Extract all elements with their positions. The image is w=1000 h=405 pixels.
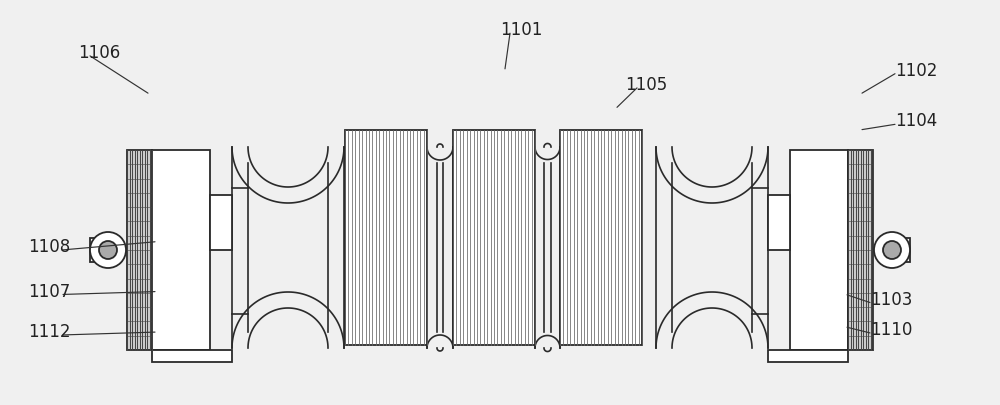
Circle shape	[90, 232, 126, 268]
Circle shape	[874, 232, 910, 268]
Bar	[210, 195, 232, 250]
Bar	[768, 350, 848, 362]
Text: 1106: 1106	[78, 44, 120, 62]
Bar	[453, 130, 535, 345]
Text: 1102: 1102	[895, 62, 937, 80]
Text: 1105: 1105	[625, 76, 667, 94]
Text: 1104: 1104	[895, 113, 937, 130]
Text: 1108: 1108	[28, 238, 70, 256]
Text: 1107: 1107	[28, 283, 70, 301]
Bar	[892, 238, 910, 262]
Bar	[152, 150, 210, 350]
Text: 1101: 1101	[500, 21, 542, 39]
Bar	[768, 195, 790, 250]
Bar	[127, 150, 152, 350]
Bar	[790, 150, 848, 350]
Bar	[560, 130, 642, 345]
Bar	[90, 238, 108, 262]
Circle shape	[883, 241, 901, 259]
Bar	[848, 150, 873, 350]
Text: 1110: 1110	[870, 321, 912, 339]
Text: 1112: 1112	[28, 323, 70, 341]
Circle shape	[99, 241, 117, 259]
Bar	[345, 130, 427, 345]
Bar	[152, 350, 232, 362]
Text: 1103: 1103	[870, 291, 912, 309]
